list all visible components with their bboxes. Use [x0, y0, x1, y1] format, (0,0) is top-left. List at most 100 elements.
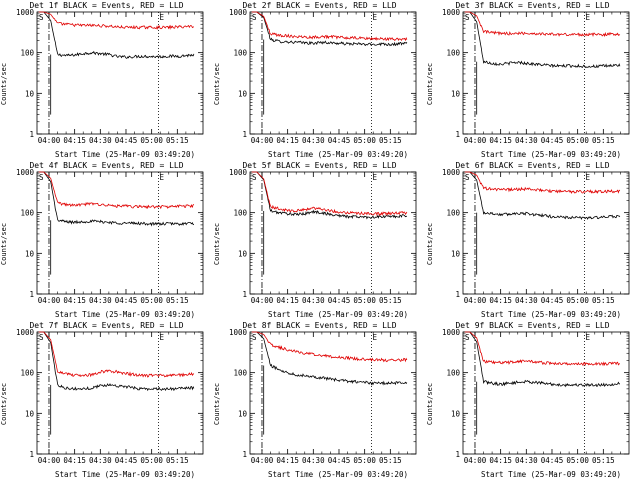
- x-axis-label: Start Time (25-Mar-09 03:49:20): [268, 310, 408, 319]
- y-tick-label: 1000: [442, 168, 461, 177]
- x-tick-label: 04:00: [38, 136, 61, 145]
- rate-chart-7: 1 10 100 1000 04:00 04:15 04:30 04:45 05:00 05:15…: [16, 328, 204, 465]
- y-tick-label: 100: [233, 369, 247, 378]
- x-tick-label: 04:30: [89, 296, 112, 305]
- detector-panel-3: 1 10 100 1000 04:00 04:15 04:30 04:45 05:00 05:15…: [426, 0, 639, 160]
- detector-panel-9: 1 10 100 1000 04:00 04:15 04:30 04:45 05:00 05:15…: [426, 320, 639, 480]
- x-tick-label: 05:15: [379, 136, 402, 145]
- y-tick-label: 10: [451, 249, 461, 258]
- y-tick-label: 100: [233, 49, 247, 58]
- x-tick-label: 05:15: [379, 296, 402, 305]
- x-axis-label: Start Time (25-Mar-09 03:49:20): [268, 470, 408, 479]
- y-tick-label: 1000: [16, 328, 35, 337]
- x-tick-label: 04:45: [541, 296, 564, 305]
- x-tick-label: 04:15: [489, 296, 512, 305]
- y-tick-label: 1000: [16, 8, 35, 17]
- y-tick-label: 1: [29, 450, 34, 459]
- y-tick-label: 10: [451, 409, 461, 418]
- panel-title: Det 9f BLACK = Events, RED = LLD: [455, 321, 610, 330]
- x-tick-label: 05:15: [592, 456, 615, 465]
- start-marker-label: S: [465, 173, 470, 182]
- x-tick-label: 05:15: [166, 296, 189, 305]
- y-axis-label: Counts/sec: [0, 62, 8, 106]
- start-marker-label: S: [252, 173, 257, 182]
- y-tick-label: 1000: [229, 8, 248, 17]
- end-marker-label: E: [373, 333, 378, 342]
- y-tick-label: 100: [20, 369, 34, 378]
- x-tick-label: 04:00: [38, 456, 61, 465]
- plot-frame: [249, 171, 417, 295]
- x-tick-label: 04:30: [89, 456, 112, 465]
- detector-panel-8: 1 10 100 1000 04:00 04:15 04:30 04:45 05:00 05:15…: [213, 320, 426, 480]
- end-marker-label: E: [160, 333, 165, 342]
- y-tick-label: 1: [455, 130, 460, 139]
- x-tick-label: 04:15: [489, 456, 512, 465]
- lld-series-line: [38, 11, 195, 31]
- x-tick-label: 04:15: [276, 136, 299, 145]
- x-tick-label: 05:00: [140, 296, 163, 305]
- x-tick-label: 05:15: [592, 296, 615, 305]
- plot-frame: [462, 11, 630, 135]
- x-tick-label: 05:00: [140, 136, 163, 145]
- plot-frame: [462, 331, 630, 455]
- x-tick-label: 05:00: [353, 456, 376, 465]
- panel-title: Det 2f BLACK = Events, RED = LLD: [242, 1, 397, 10]
- lld-series-line: [251, 171, 408, 217]
- y-axis-label: Counts/sec: [213, 382, 221, 426]
- detector-panel-4: 1 10 100 1000 04:00 04:15 04:30 04:45 05:00 05:15…: [0, 160, 213, 320]
- start-marker-label: S: [39, 173, 44, 182]
- x-axis-label: Start Time (25-Mar-09 03:49:20): [55, 150, 195, 159]
- x-tick-label: 04:30: [89, 136, 112, 145]
- panel-title: Det 4f BLACK = Events, RED = LLD: [29, 161, 184, 170]
- x-tick-label: 04:45: [115, 296, 138, 305]
- y-axis-label: Counts/sec: [213, 62, 221, 106]
- y-axis-label: Counts/sec: [0, 222, 8, 266]
- events-series-line: [464, 331, 621, 388]
- end-marker-label: E: [160, 13, 165, 22]
- start-marker-label: S: [252, 333, 257, 342]
- y-axis-label: Counts/sec: [0, 382, 8, 426]
- x-tick-label: 04:30: [302, 136, 325, 145]
- y-tick-label: 100: [20, 209, 34, 218]
- y-tick-label: 1000: [229, 168, 248, 177]
- x-tick-label: 04:45: [541, 136, 564, 145]
- detector-panel-1: 1 10 100 1000 04:00 04:15 04:30 04:45 05:00 05:15…: [0, 0, 213, 160]
- y-tick-label: 1: [242, 290, 247, 299]
- events-series-line: [464, 11, 621, 69]
- x-tick-label: 05:00: [140, 456, 163, 465]
- x-tick-label: 04:30: [302, 456, 325, 465]
- x-tick-label: 04:15: [63, 296, 86, 305]
- lld-series-line: [38, 331, 195, 378]
- x-tick-label: 04:00: [464, 296, 487, 305]
- rate-chart-6: 1 10 100 1000 04:00 04:15 04:30 04:45 05:00 05:15…: [442, 168, 630, 305]
- x-axis-label: Start Time (25-Mar-09 03:49:20): [481, 150, 621, 159]
- x-tick-label: 04:30: [302, 296, 325, 305]
- x-tick-label: 04:30: [515, 296, 538, 305]
- y-tick-label: 10: [451, 89, 461, 98]
- plot-frame: [36, 331, 204, 455]
- x-tick-label: 04:30: [515, 456, 538, 465]
- events-series-line: [38, 11, 195, 59]
- y-tick-label: 1000: [229, 328, 248, 337]
- y-tick-label: 10: [25, 249, 35, 258]
- x-tick-label: 04:00: [251, 456, 274, 465]
- end-marker-label: E: [586, 13, 591, 22]
- rate-chart-4: 1 10 100 1000 04:00 04:15 04:30 04:45 05:00 05:15…: [16, 168, 204, 305]
- plot-frame: [36, 171, 204, 295]
- y-tick-label: 1: [29, 130, 34, 139]
- x-tick-label: 04:30: [515, 136, 538, 145]
- x-tick-label: 04:00: [251, 296, 274, 305]
- y-tick-label: 1000: [442, 328, 461, 337]
- end-marker-label: E: [160, 173, 165, 182]
- lld-series-line: [464, 11, 621, 38]
- x-tick-label: 05:00: [353, 136, 376, 145]
- start-marker-label: S: [465, 333, 470, 342]
- y-axis-label: Counts/sec: [426, 382, 434, 426]
- rate-chart-8: 1 10 100 1000 04:00 04:15 04:30 04:45 05:00 05:15…: [229, 328, 417, 465]
- x-axis-label: Start Time (25-Mar-09 03:49:20): [55, 310, 195, 319]
- x-tick-label: 04:45: [115, 456, 138, 465]
- y-tick-label: 10: [238, 89, 248, 98]
- plot-frame: [36, 11, 204, 135]
- x-tick-label: 05:15: [166, 136, 189, 145]
- lld-series-line: [464, 331, 621, 367]
